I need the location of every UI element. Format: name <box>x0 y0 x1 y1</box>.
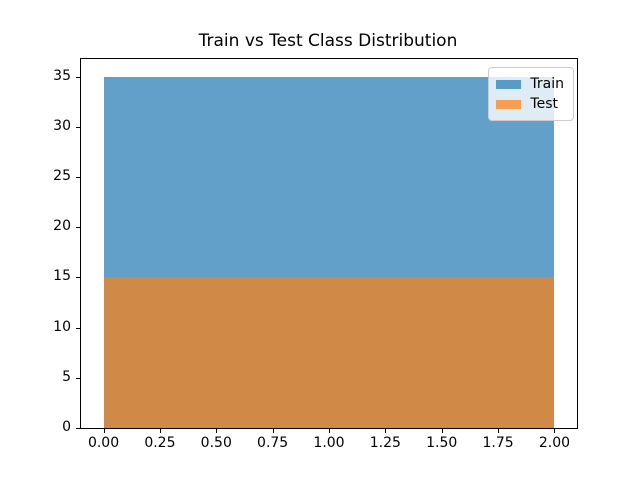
y-tick-label: 0 <box>62 419 71 435</box>
x-tick-mark <box>441 429 443 433</box>
x-tick-mark <box>554 429 556 433</box>
x-tick-mark <box>103 429 105 433</box>
legend: Train Test <box>488 67 574 121</box>
y-tick-label: 15 <box>53 268 71 285</box>
y-tick-mark <box>76 277 80 279</box>
y-tick-label: 35 <box>53 67 71 84</box>
x-tick-label: 1.25 <box>369 435 401 451</box>
x-tick-label: 0.50 <box>200 435 232 451</box>
x-tick-label: 0.00 <box>87 435 120 451</box>
x-tick-label: 0.25 <box>144 435 176 451</box>
x-tick-mark <box>329 429 330 433</box>
legend-label-test: Test <box>530 96 558 112</box>
x-tick-mark <box>159 429 161 433</box>
y-tick-label: 25 <box>53 167 71 184</box>
y-tick-mark <box>76 428 80 429</box>
x-tick-mark <box>498 429 500 433</box>
x-tick-label: 1.75 <box>482 435 514 451</box>
y-tick-label: 20 <box>53 218 71 235</box>
legend-swatch-train <box>496 79 522 89</box>
legend-swatch-test <box>496 99 522 109</box>
x-tick-label: 1.00 <box>313 435 345 451</box>
x-tick-label: 0.75 <box>257 435 289 451</box>
legend-entry-train: Train <box>496 74 564 94</box>
y-tick-mark <box>76 377 80 379</box>
plot-area: Train Test 0.00 0.25 0.50 0.75 1.00 1.25 1.50 1… <box>53 58 578 451</box>
x-tick-label: 1.50 <box>426 435 458 451</box>
y-tick-mark <box>76 176 80 178</box>
y-tick-label: 10 <box>53 318 71 335</box>
x-tick-mark <box>216 429 218 433</box>
x-tick-label: 2.00 <box>538 435 571 451</box>
y-tick-mark <box>76 327 80 329</box>
legend-label-train: Train <box>530 76 564 92</box>
y-tick-mark <box>76 126 80 128</box>
legend-entry-test: Test <box>496 94 564 114</box>
y-tick-label: 5 <box>62 368 71 385</box>
chart-title: Train vs Test Class Distribution <box>198 31 458 51</box>
x-tick-mark <box>385 429 387 433</box>
y-tick-mark <box>76 76 80 78</box>
y-tick-mark <box>76 227 80 229</box>
bar-test <box>103 277 555 428</box>
y-tick-label: 30 <box>53 117 71 134</box>
x-tick-mark <box>272 429 274 433</box>
